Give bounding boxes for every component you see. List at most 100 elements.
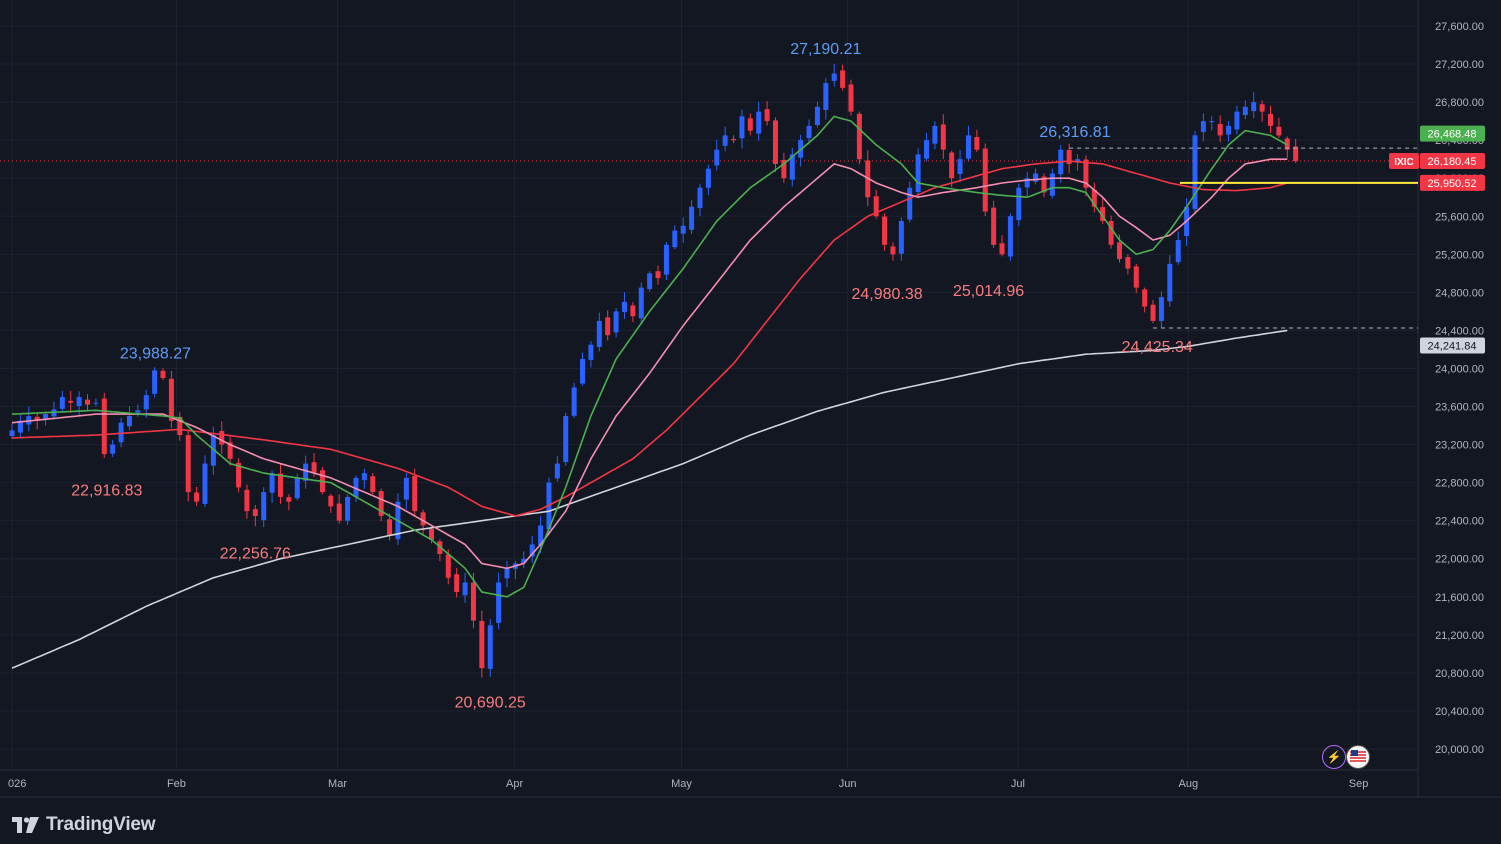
candle-body (93, 402, 99, 404)
candle-body (378, 491, 384, 516)
tradingview-brand[interactable]: TradingView (12, 814, 156, 836)
time-tick-label: Mar (328, 778, 347, 790)
candle-body (1125, 257, 1131, 269)
price-tick-label: 21,200.00 (1435, 630, 1484, 642)
price-annotation: 22,916.83 (71, 483, 142, 500)
brand-name: TradingView (46, 814, 156, 835)
candle-body (831, 73, 837, 81)
candle-body (420, 512, 426, 526)
candle-body (126, 416, 132, 427)
candle-body (705, 168, 711, 188)
candle-body (1066, 150, 1072, 164)
price-badge (1420, 337, 1485, 354)
price-badge-label: 26,180.45 (1428, 156, 1477, 168)
price-annotation: 24,425.34 (1122, 339, 1193, 356)
candle-body (454, 574, 460, 593)
price-annotation: 24,980.38 (851, 286, 922, 303)
candle-body (152, 370, 158, 394)
candle-body (722, 135, 728, 146)
candle-body (68, 400, 74, 403)
price-tick-label: 20,000.00 (1435, 744, 1484, 756)
candle-body (336, 503, 342, 521)
price-annotation: 27,190.21 (790, 41, 861, 58)
candle-body (840, 70, 846, 88)
candle-body (43, 414, 49, 420)
price-tick-label: 22,800.00 (1435, 478, 1484, 490)
price-badge-label: 25,950.52 (1428, 178, 1477, 190)
candle-body (823, 83, 829, 110)
time-tick-label: Jun (839, 778, 857, 790)
candle-body (638, 287, 644, 319)
candle-body (596, 320, 602, 347)
candle-body (613, 311, 619, 333)
us-flag-icon[interactable] (1346, 745, 1370, 769)
candle-body (361, 473, 367, 481)
candle-body (655, 271, 661, 279)
time-tick-label: Jul (1011, 778, 1025, 790)
candle-body (252, 509, 258, 516)
candle-body (563, 416, 569, 463)
candle-body (747, 118, 753, 131)
candle-body (697, 187, 703, 209)
price-badge-label: 26,468.48 (1428, 129, 1477, 141)
price-badge (1420, 174, 1485, 191)
time-tick-label: 026 (8, 778, 26, 790)
price-tick-label: 20,800.00 (1435, 668, 1484, 680)
candle-body (412, 476, 418, 512)
candle-body (873, 196, 879, 217)
candle-body (739, 116, 745, 139)
candle-body (1016, 187, 1022, 221)
candle-body (286, 497, 292, 502)
candle-body (789, 154, 795, 180)
candle-body (974, 137, 980, 150)
candle-body (311, 462, 317, 474)
candle-body (663, 244, 669, 275)
candle-body (294, 477, 300, 499)
candle-body (764, 109, 770, 122)
price-badge (1420, 125, 1485, 142)
candle-body (185, 435, 191, 493)
candle-body (940, 124, 946, 150)
ma-mid-line (11, 158, 1288, 570)
price-tick-label: 22,400.00 (1435, 516, 1484, 528)
price-annotation: 26,316.81 (1039, 124, 1110, 141)
candle-body (1116, 242, 1122, 260)
candle-body (806, 125, 812, 139)
time-tick-label: Aug (1178, 778, 1198, 790)
candle-body (856, 113, 862, 160)
candle-body (1234, 111, 1240, 130)
candle-body (814, 106, 820, 125)
time-tick-label: May (671, 778, 692, 790)
candle-body (1024, 178, 1030, 188)
candle-body (403, 477, 409, 500)
candle-body (1217, 123, 1223, 136)
price-tick-label: 24,800.00 (1435, 287, 1484, 299)
price-annotation: 25,014.96 (953, 283, 1024, 300)
candle-body (110, 444, 116, 454)
candle-body (370, 476, 376, 493)
candle-body (17, 420, 23, 433)
candle-body (781, 159, 787, 179)
candle-body (647, 273, 653, 290)
candle-body (194, 492, 200, 502)
candle-body (965, 135, 971, 159)
candle-body (1158, 297, 1164, 321)
candle-body (118, 422, 124, 443)
candle-body (999, 243, 1005, 255)
candle-body (1293, 146, 1299, 162)
symbol-badge (1389, 153, 1419, 170)
price-tick-label: 25,600.00 (1435, 211, 1484, 223)
candle-body (277, 473, 283, 497)
candle-body (882, 216, 888, 245)
candle-body (588, 344, 594, 360)
price-tick-label: 27,600.00 (1435, 21, 1484, 33)
candle-body (496, 582, 502, 623)
candle-body (605, 317, 611, 336)
candle-body (76, 397, 82, 406)
time-tick-label: Feb (167, 778, 186, 790)
lightning-icon[interactable]: ⚡ (1322, 745, 1346, 769)
candle-body (160, 370, 166, 378)
candle-body (177, 416, 183, 436)
